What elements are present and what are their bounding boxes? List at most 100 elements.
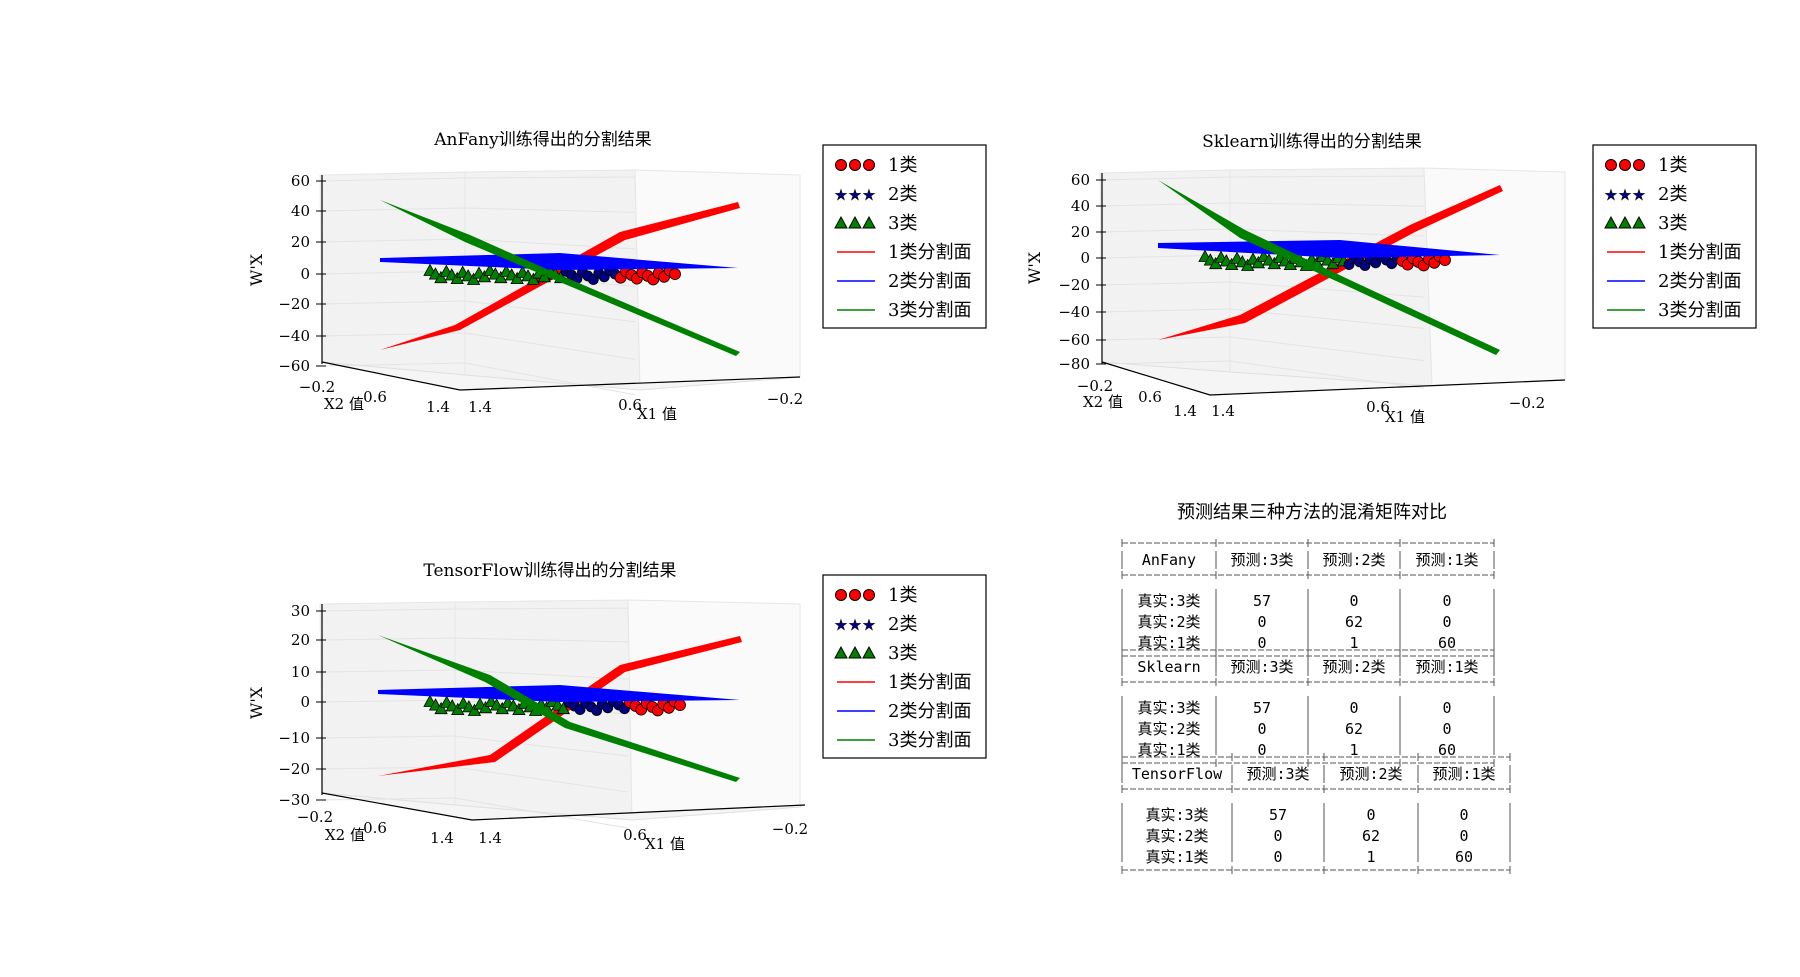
table-row-label: 真实:2类 xyxy=(1137,613,1200,631)
legend-label: 3类分割面 xyxy=(1658,300,1741,321)
table-col-header: 预测:3类 xyxy=(1246,765,1309,783)
class1-split-plane xyxy=(1158,185,1503,340)
table-cell: 0 xyxy=(1442,699,1451,717)
class3-marker xyxy=(466,272,481,285)
z-axis-label: W'X xyxy=(247,253,266,286)
legend-label: 3类分割面 xyxy=(888,300,971,321)
table-cell: 1 xyxy=(1349,741,1358,759)
table-cell: 0 xyxy=(1257,741,1266,759)
table-cell: 0 xyxy=(1273,827,1282,845)
legend-label: 1类分割面 xyxy=(888,672,971,693)
z-tick-label: 40 xyxy=(1071,197,1090,215)
table-method-label: AnFany xyxy=(1142,551,1196,569)
chart-title: AnFany训练得出的分割结果 xyxy=(433,130,652,150)
legend-marker-class2: ★ xyxy=(1604,186,1617,204)
legend-box xyxy=(1592,144,1757,329)
grid-line xyxy=(1099,281,1231,286)
x-tick-label: −0.2 xyxy=(1509,394,1545,412)
grid-line xyxy=(1099,308,1231,313)
x-axis-label: X1 值 xyxy=(645,835,685,853)
legend-marker-class1 xyxy=(1619,159,1631,171)
table-row-label: 真实:1类 xyxy=(1145,848,1208,866)
z-tick-label: −40 xyxy=(1058,303,1090,321)
table-col-header: 预测:2类 xyxy=(1322,551,1385,569)
table-cell: 0 xyxy=(1273,848,1282,866)
grid-line xyxy=(319,207,466,212)
table-cell: 1 xyxy=(1349,634,1358,652)
z-tick-label: 30 xyxy=(291,602,310,620)
legend-marker-class1 xyxy=(1605,159,1617,171)
grid-line xyxy=(319,177,466,182)
grid-line xyxy=(1229,336,1425,362)
legend-label: 2类分割面 xyxy=(888,271,971,292)
y-tick-label: 1.4 xyxy=(1173,402,1197,420)
class1-marker xyxy=(674,699,686,711)
grid-line xyxy=(454,797,629,829)
y-tick-label: 0.6 xyxy=(363,819,387,837)
scatter-points xyxy=(423,263,681,286)
x-tick-label: 1.4 xyxy=(1211,402,1235,420)
legend-label: 1类分割面 xyxy=(888,242,971,263)
z-tick-label: 60 xyxy=(1071,171,1090,189)
grid-line xyxy=(319,735,456,739)
table-cell: 57 xyxy=(1269,806,1287,824)
y-axis-label: X2 值 xyxy=(324,395,364,413)
y-tick-label: 1.4 xyxy=(430,829,454,847)
x-tick-label: 0.6 xyxy=(1366,398,1390,416)
legend-marker-class2: ★ xyxy=(1632,186,1645,204)
legend-marker-class1 xyxy=(849,159,861,171)
legend-marker-class3 xyxy=(1604,215,1618,229)
class3-marker xyxy=(1326,256,1340,270)
z-tick-label: −10 xyxy=(278,729,310,747)
floor-axis-line xyxy=(1101,361,1566,396)
legend-marker-class2: ★ xyxy=(862,186,875,204)
table-cell: 0 xyxy=(1257,634,1266,652)
table-col-header: 预测:3类 xyxy=(1230,551,1293,569)
class3-marker xyxy=(556,701,571,715)
legend-marker-class3 xyxy=(848,215,862,229)
class3-split-plane xyxy=(378,635,740,782)
table-cell: 0 xyxy=(1442,720,1451,738)
grid-line xyxy=(454,637,629,643)
legend-label: 2类 xyxy=(888,614,917,635)
x-tick-label: 0.6 xyxy=(618,396,642,414)
legend-label: 3类 xyxy=(888,643,917,664)
table-cell: 57 xyxy=(1253,699,1271,717)
z-tick-label: 10 xyxy=(291,663,310,681)
table-col-header: 预测:2类 xyxy=(1339,765,1402,783)
scatter-points xyxy=(1198,249,1451,272)
y-axis-label: X2 值 xyxy=(1083,393,1123,411)
legend-marker-class1 xyxy=(835,589,847,601)
grid-line xyxy=(319,362,466,367)
x-tick-label: 0.6 xyxy=(623,826,647,844)
grid-line xyxy=(1229,360,1425,389)
chart-title: Sklearn训练得出的分割结果 xyxy=(1202,132,1422,152)
table-col-header: 预测:2类 xyxy=(1322,658,1385,676)
y-tick-label: −0.2 xyxy=(1077,377,1113,395)
table-row-label: 真实:3类 xyxy=(1137,699,1200,717)
z-axis-label: W'X xyxy=(1025,251,1044,284)
grid-line xyxy=(454,735,629,757)
legend-label: 1类 xyxy=(888,155,917,176)
legend-label: 3类 xyxy=(1658,213,1687,234)
class3-marker xyxy=(434,701,448,715)
class1-marker xyxy=(669,268,681,281)
grid-line xyxy=(1229,281,1425,298)
class3-marker xyxy=(477,269,492,283)
table-cell: 1 xyxy=(1366,848,1375,866)
back-pane-mid xyxy=(464,169,641,391)
legend-label: 2类 xyxy=(1658,184,1687,205)
legend-marker-class3 xyxy=(834,215,848,229)
legend-marker-class3 xyxy=(862,215,876,229)
table-col-header: 预测:1类 xyxy=(1432,765,1495,783)
table-row-label: 真实:3类 xyxy=(1137,592,1200,610)
panel-3: TensorFlow训练得出的分割结果 30 20 10 0 −10 −20 −30 1.4 0.… xyxy=(247,561,987,853)
table-cell: 60 xyxy=(1438,634,1456,652)
y-tick-label: −0.2 xyxy=(299,378,335,396)
grid-line xyxy=(1099,202,1231,207)
panel-1: AnFany训练得出的分割结果 60 40 20 0 −20 −40 −60 1.4 0.6 −0.… xyxy=(247,130,987,423)
table-row-label: 真实:2类 xyxy=(1137,720,1200,738)
legend-label: 3类分割面 xyxy=(888,730,971,751)
